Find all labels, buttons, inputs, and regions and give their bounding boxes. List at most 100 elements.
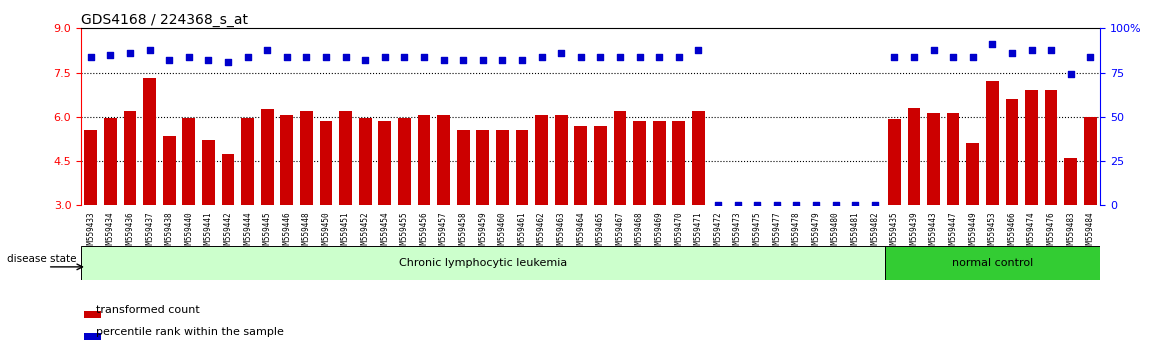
Bar — [261, 109, 273, 294]
Bar — [85, 130, 97, 294]
Point — [239, 54, 257, 59]
Point — [336, 54, 354, 59]
Point — [885, 54, 903, 59]
Bar — [928, 113, 940, 205]
Point — [807, 202, 826, 208]
Point — [219, 59, 237, 65]
Point — [963, 54, 982, 59]
Point — [787, 202, 806, 208]
Bar — [1084, 117, 1097, 205]
Point — [81, 54, 100, 59]
Point — [454, 57, 472, 63]
Point — [768, 202, 786, 208]
Point — [356, 57, 374, 63]
Point — [1062, 72, 1080, 77]
Bar — [359, 118, 372, 294]
Point — [709, 202, 727, 208]
Bar — [476, 130, 489, 294]
Point — [434, 57, 453, 63]
Point — [101, 52, 119, 58]
Point — [748, 202, 767, 208]
Point — [572, 54, 591, 59]
Bar — [201, 141, 214, 294]
Point — [375, 54, 394, 59]
Point — [160, 57, 178, 63]
Bar — [81, 246, 885, 280]
Bar — [614, 111, 626, 294]
Bar — [692, 111, 705, 294]
Bar — [280, 115, 293, 294]
Point — [317, 54, 336, 59]
Bar — [888, 119, 901, 205]
Bar — [300, 111, 313, 294]
Point — [591, 54, 609, 59]
Point — [669, 54, 688, 59]
Point — [827, 202, 845, 208]
Bar — [653, 121, 666, 294]
Bar — [124, 111, 137, 294]
Bar — [438, 115, 450, 294]
Bar — [711, 205, 725, 294]
Text: Chronic lymphocytic leukemia: Chronic lymphocytic leukemia — [398, 258, 567, 268]
Text: transformed count: transformed count — [95, 305, 199, 315]
Point — [395, 54, 413, 59]
Point — [983, 41, 1002, 47]
Bar — [163, 136, 176, 294]
Text: GDS4168 / 224368_s_at: GDS4168 / 224368_s_at — [81, 13, 248, 27]
Bar — [633, 121, 646, 294]
Point — [845, 202, 864, 208]
Point — [689, 47, 708, 52]
Bar — [241, 118, 254, 294]
Bar — [574, 126, 587, 294]
Bar — [221, 154, 234, 294]
Bar — [183, 118, 196, 294]
Bar — [770, 205, 783, 294]
Point — [199, 57, 218, 63]
Point — [1023, 47, 1041, 52]
Bar — [594, 126, 607, 294]
Bar — [104, 118, 117, 294]
Bar — [1005, 99, 1018, 205]
Bar — [379, 121, 391, 294]
Point — [1003, 50, 1021, 56]
Bar — [515, 130, 528, 294]
Point — [944, 54, 962, 59]
Point — [415, 54, 433, 59]
Bar — [339, 111, 352, 294]
Point — [904, 54, 923, 59]
Bar — [555, 115, 567, 294]
Text: normal control: normal control — [952, 258, 1033, 268]
Bar — [144, 79, 156, 294]
Bar — [947, 113, 960, 205]
Bar — [868, 205, 881, 294]
Point — [278, 54, 296, 59]
Text: disease state: disease state — [7, 254, 76, 264]
Bar — [750, 205, 763, 294]
Bar — [885, 246, 1109, 280]
Bar — [83, 333, 101, 340]
Text: percentile rank within the sample: percentile rank within the sample — [95, 327, 284, 337]
Bar — [535, 115, 548, 294]
Point — [493, 57, 512, 63]
Point — [1082, 54, 1100, 59]
Point — [533, 54, 551, 59]
Bar — [398, 118, 411, 294]
Bar — [908, 108, 921, 205]
Bar — [985, 81, 998, 205]
Point — [258, 47, 277, 52]
Bar — [83, 311, 101, 318]
Point — [650, 54, 668, 59]
Bar — [731, 205, 743, 294]
Point — [865, 202, 884, 208]
Bar — [418, 115, 431, 294]
Bar — [1025, 90, 1038, 205]
Point — [120, 50, 139, 56]
Bar — [1064, 158, 1077, 205]
Point — [179, 54, 198, 59]
Point — [1042, 47, 1061, 52]
Bar — [966, 143, 979, 205]
Point — [924, 47, 943, 52]
Point — [552, 50, 571, 56]
Bar — [456, 130, 470, 294]
Point — [140, 47, 159, 52]
